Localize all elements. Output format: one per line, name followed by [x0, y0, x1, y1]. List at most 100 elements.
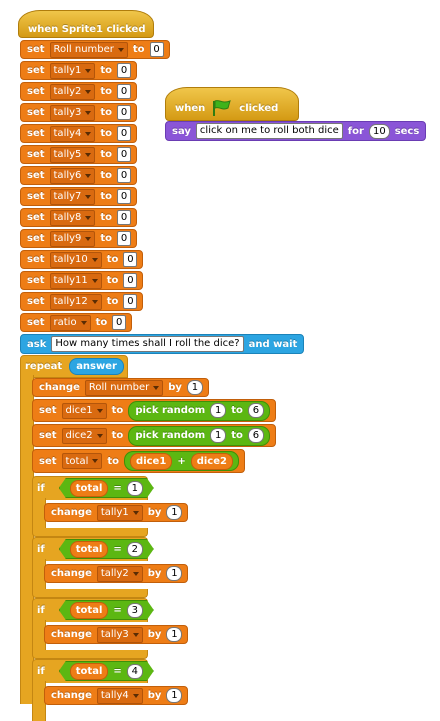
var-dropdown[interactable]: tally2: [49, 83, 96, 100]
total-reporter[interactable]: total: [70, 602, 109, 619]
var-dropdown[interactable]: tally4: [49, 125, 96, 142]
pick-random-reporter[interactable]: pick random 1 to 6: [128, 400, 270, 421]
var-dropdown[interactable]: tally7: [49, 188, 96, 205]
set-roll-number-block[interactable]: set Roll number to 0: [20, 40, 170, 59]
var-dropdown[interactable]: total: [61, 453, 103, 469]
ask-and-wait-block[interactable]: ask How many times shall I roll the dice…: [20, 334, 305, 354]
value-input[interactable]: 0: [112, 315, 127, 330]
value-input[interactable]: 0: [117, 168, 132, 183]
compare-value-input[interactable]: 2: [127, 542, 143, 557]
set-total-block[interactable]: set total to dice1 + dice2: [32, 449, 245, 473]
set-tally3-block[interactable]: set tally3 to 0: [20, 103, 138, 122]
total-reporter[interactable]: total: [70, 541, 109, 558]
set-tally2-block[interactable]: set tally2 to 0: [20, 82, 138, 101]
set-tally12-block[interactable]: set tally12 to 0: [20, 292, 144, 311]
set-dice1-block[interactable]: set dice1 to pick random 1 to 6: [32, 399, 276, 422]
var-dropdown[interactable]: Roll number: [84, 379, 164, 396]
value-input[interactable]: 0: [117, 63, 132, 78]
total-reporter[interactable]: total: [70, 663, 109, 680]
total-reporter[interactable]: total: [70, 480, 109, 497]
random-max-input[interactable]: 6: [247, 428, 264, 443]
value-input[interactable]: 0: [117, 231, 132, 246]
compare-value-input[interactable]: 1: [127, 481, 143, 496]
equals-predicate[interactable]: total = 3: [59, 600, 154, 620]
to-label: to: [111, 430, 124, 441]
value-input[interactable]: 0: [117, 210, 132, 225]
var-dropdown[interactable]: tally5: [49, 146, 96, 163]
equals-predicate[interactable]: total = 2: [59, 539, 154, 559]
to-label: to: [231, 430, 243, 441]
pick-random-reporter[interactable]: pick random 1 to 6: [128, 425, 270, 446]
equals-predicate[interactable]: total = 4: [59, 661, 154, 681]
change-roll-number-block[interactable]: change Roll number by 1: [32, 378, 209, 397]
random-min-input[interactable]: 1: [210, 403, 227, 418]
value-input[interactable]: 0: [117, 189, 132, 204]
random-max-input[interactable]: 6: [247, 403, 264, 418]
hat-flag-clicked[interactable]: when clicked: [165, 87, 299, 121]
hat-sprite-clicked[interactable]: when Sprite1 clicked: [18, 10, 154, 38]
var-dropdown[interactable]: tally3: [96, 626, 143, 643]
say-text-input[interactable]: click on me to roll both dice: [195, 123, 343, 139]
set-tally9-block[interactable]: set tally9 to 0: [20, 229, 138, 248]
to-label: to: [95, 317, 108, 328]
say-for-secs-block[interactable]: say click on me to roll both dice for 10…: [165, 121, 427, 141]
set-tally7-block[interactable]: set tally7 to 0: [20, 187, 138, 206]
value-input[interactable]: 0: [149, 42, 164, 57]
value-input[interactable]: 0: [117, 105, 132, 120]
if-block-bottom: [32, 528, 148, 537]
var-dropdown[interactable]: tally12: [49, 293, 102, 310]
var-dropdown[interactable]: tally1: [96, 504, 143, 521]
value-input[interactable]: 1: [166, 627, 183, 642]
value-input[interactable]: 1: [166, 505, 183, 520]
change-tally2-block[interactable]: change tally2 by 1: [44, 564, 189, 583]
change-tally4-block[interactable]: change tally4 by 1: [44, 686, 189, 705]
value-input[interactable]: 0: [123, 252, 138, 267]
var-name: tally1: [53, 65, 82, 76]
var-dropdown[interactable]: ratio: [49, 314, 91, 331]
if-label: if: [37, 543, 45, 555]
ask-text-input[interactable]: How many times shall I roll the dice?: [51, 336, 244, 352]
var-dropdown[interactable]: tally10: [49, 251, 102, 268]
set-tally10-block[interactable]: set tally10 to 0: [20, 250, 144, 269]
compare-value-input[interactable]: 3: [127, 603, 143, 618]
answer-reporter[interactable]: answer: [69, 357, 124, 375]
var-dropdown[interactable]: Roll number: [49, 41, 128, 58]
plus-operator: +: [177, 455, 186, 467]
set-tally8-block[interactable]: set tally8 to 0: [20, 208, 138, 227]
dice1-reporter[interactable]: dice1: [130, 452, 173, 470]
var-dropdown[interactable]: tally11: [49, 272, 102, 289]
plus-reporter[interactable]: dice1 + dice2: [124, 451, 239, 471]
var-dropdown[interactable]: tally4: [96, 687, 143, 704]
set-tally5-block[interactable]: set tally5 to 0: [20, 145, 138, 164]
equals-predicate[interactable]: total = 1: [59, 478, 154, 498]
var-dropdown[interactable]: tally6: [49, 167, 96, 184]
value-input[interactable]: 0: [117, 147, 132, 162]
var-dropdown[interactable]: dice2: [61, 427, 107, 444]
set-dice2-block[interactable]: set dice2 to pick random 1 to 6: [32, 424, 276, 447]
compare-value-input[interactable]: 4: [127, 664, 143, 679]
set-tally4-block[interactable]: set tally4 to 0: [20, 124, 138, 143]
change-tally3-block[interactable]: change tally3 by 1: [44, 625, 189, 644]
value-input[interactable]: 1: [166, 566, 183, 581]
var-dropdown[interactable]: tally1: [49, 62, 96, 79]
var-dropdown[interactable]: dice1: [61, 402, 107, 419]
value-input[interactable]: 0: [123, 273, 138, 288]
value-input[interactable]: 1: [166, 688, 183, 703]
random-min-input[interactable]: 1: [210, 428, 227, 443]
var-dropdown[interactable]: tally9: [49, 230, 96, 247]
value-input[interactable]: 0: [123, 294, 138, 309]
set-ratio-block[interactable]: set ratio to 0: [20, 313, 133, 332]
var-dropdown[interactable]: tally2: [96, 565, 143, 582]
set-tally11-block[interactable]: set tally11 to 0: [20, 271, 144, 290]
value-input[interactable]: 1: [186, 380, 203, 395]
set-tally1-block[interactable]: set tally1 to 0: [20, 61, 138, 80]
change-tally1-block[interactable]: change tally1 by 1: [44, 503, 189, 522]
dice2-reporter[interactable]: dice2: [190, 452, 233, 470]
set-tally6-block[interactable]: set tally6 to 0: [20, 166, 138, 185]
var-dropdown[interactable]: tally8: [49, 209, 96, 226]
set-label: set: [27, 149, 45, 160]
var-dropdown[interactable]: tally3: [49, 104, 96, 121]
value-input[interactable]: 0: [117, 84, 132, 99]
value-input[interactable]: 0: [117, 126, 132, 141]
secs-input[interactable]: 10: [368, 123, 390, 139]
